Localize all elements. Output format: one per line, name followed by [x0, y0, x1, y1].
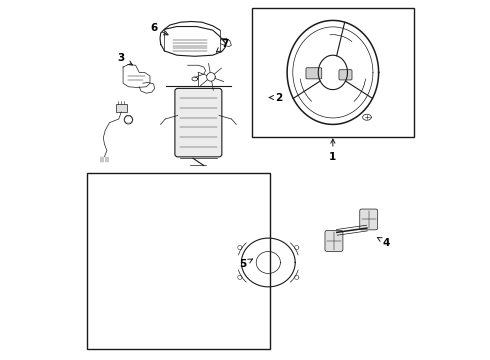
- Text: 3: 3: [118, 53, 132, 65]
- Text: 4: 4: [377, 238, 391, 248]
- FancyBboxPatch shape: [360, 209, 378, 230]
- Bar: [252, 8, 414, 137]
- Text: 2: 2: [270, 93, 283, 103]
- FancyBboxPatch shape: [116, 104, 126, 112]
- Text: 7: 7: [216, 40, 229, 52]
- Text: 5: 5: [240, 259, 252, 269]
- FancyBboxPatch shape: [175, 88, 222, 157]
- Text: 1: 1: [329, 139, 337, 162]
- Text: 6: 6: [150, 23, 168, 35]
- FancyBboxPatch shape: [339, 70, 352, 80]
- FancyBboxPatch shape: [325, 230, 343, 251]
- FancyBboxPatch shape: [306, 68, 322, 79]
- Bar: [87, 173, 270, 348]
